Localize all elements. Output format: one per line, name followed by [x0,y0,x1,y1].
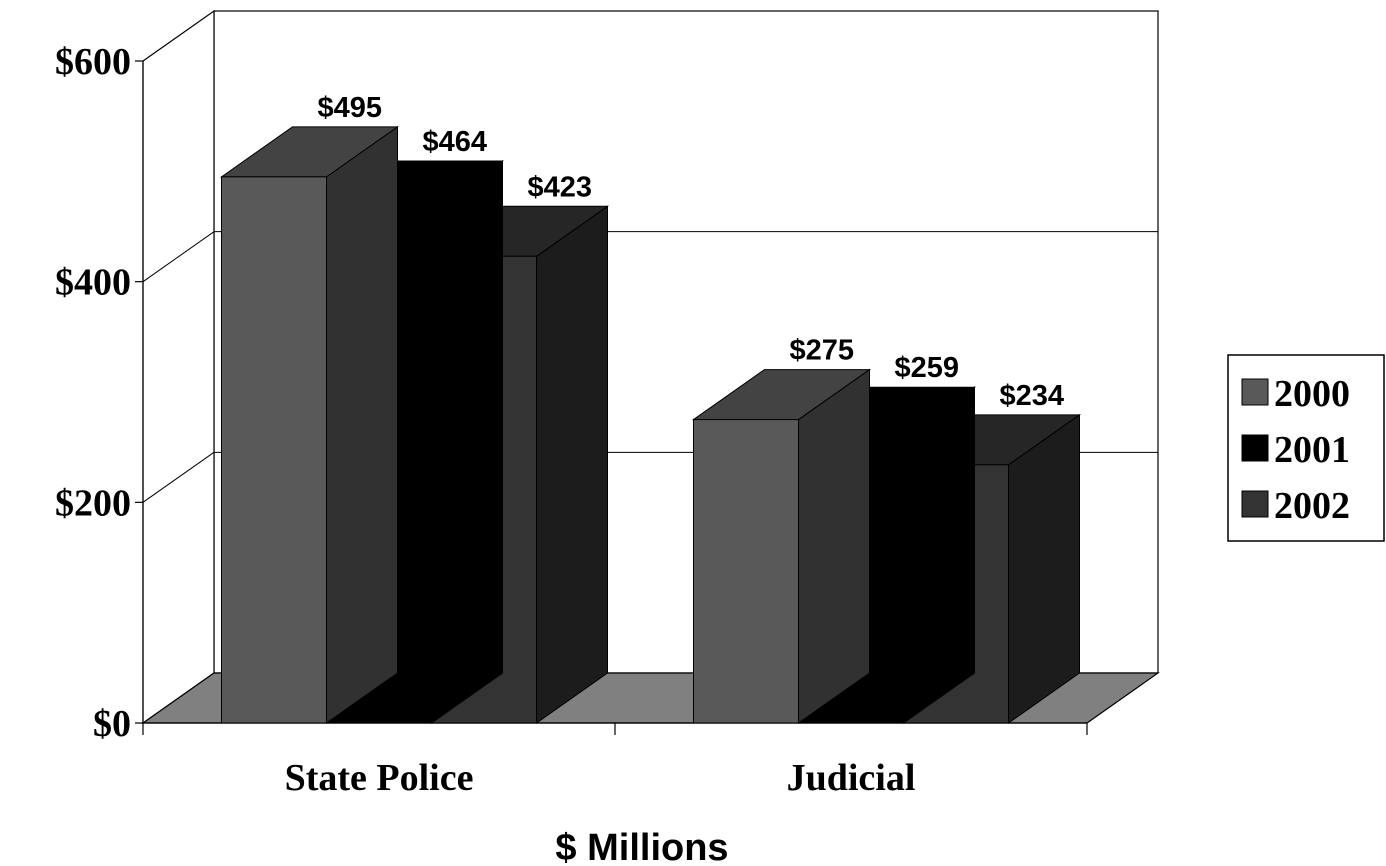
legend-swatch [1241,434,1269,462]
bar-side [326,125,398,724]
legend-label: 2000 [1274,373,1350,415]
bar-side [903,386,975,724]
bar-side [431,160,503,724]
x-tick-label: Judicial [787,757,916,799]
bar-side [798,368,870,724]
bar-side [536,205,608,724]
data-label: $495 [318,92,383,124]
bar [221,176,327,724]
legend: 2000 2001 2002 [1227,354,1385,542]
gridline-side [142,451,215,503]
y-tick-label: $400 [55,262,131,304]
gridline-side [142,231,215,283]
data-label: $423 [528,171,593,203]
legend-label: 2002 [1274,485,1350,527]
data-label: $234 [1000,380,1065,412]
legend-swatch [1241,378,1269,406]
data-label: $464 [423,126,488,158]
bar [693,419,799,724]
x-tick-label: State Police [285,757,474,799]
data-labels: $495 $464 $423 $275 $259 $234 [318,92,1065,412]
x-axis-title: $ Millions [555,827,728,866]
bars [219,125,1082,724]
legend-swatch [1241,490,1269,518]
y-tick-label: $0 [93,703,131,745]
axes: $0 $200 $400 $600 State Police Judicial [55,41,1088,799]
data-label: $275 [790,335,855,367]
y-tick-label: $600 [55,41,131,83]
side-wall [142,9,215,725]
bar-side [1008,413,1080,724]
legend-label: 2001 [1274,429,1350,471]
data-label: $259 [895,352,960,384]
y-tick-label: $200 [55,482,131,524]
